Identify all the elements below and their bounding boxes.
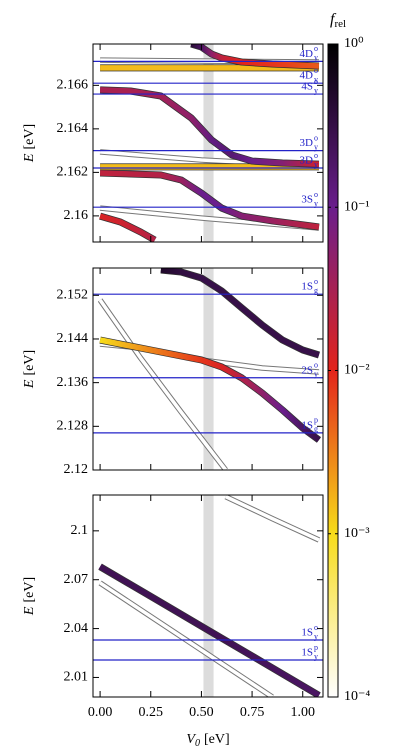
- level-label-sup: o: [314, 44, 318, 53]
- level-label: 4D: [300, 48, 314, 60]
- x-tick-label: 0.00: [88, 705, 113, 720]
- y-tick-label: 2.04: [64, 621, 89, 636]
- colorbar-tick-label: 10⁻¹: [344, 199, 370, 214]
- level-label-sup: o: [314, 277, 318, 286]
- level-label-sub: y: [314, 199, 318, 208]
- x-label-unit: [eV]: [204, 732, 230, 747]
- level-label-sub: y: [314, 53, 318, 62]
- y-tick-label: 2.162: [57, 165, 89, 180]
- level-label-sub: y: [314, 86, 318, 95]
- level-label-sup: o: [314, 77, 318, 86]
- level-label-sup: o: [314, 190, 318, 199]
- x-tick-label: 0.25: [139, 705, 164, 720]
- level-label: 3D: [300, 155, 314, 167]
- x-axis-label: V0 [eV]: [186, 732, 229, 749]
- level-label-sub: y: [314, 75, 318, 84]
- y-label-unit: [eV]: [22, 124, 37, 150]
- level-label-sup: o: [314, 361, 318, 370]
- level-label-sub: y: [314, 632, 318, 641]
- x-tick-label: 1.00: [290, 705, 315, 720]
- x-tick-label: 0.75: [240, 705, 265, 720]
- y-tick-label: 2.128: [57, 419, 89, 434]
- y-axis-label: E [eV]: [22, 350, 37, 389]
- y-tick-label: 2.07: [64, 572, 89, 587]
- x-tick-label: 0.50: [189, 705, 214, 720]
- y-label-unit: [eV]: [22, 577, 37, 603]
- curve: [99, 87, 320, 167]
- y-axis-label: E [eV]: [22, 577, 37, 616]
- shaded-band: [203, 44, 214, 242]
- level-label-sup: p: [314, 643, 318, 652]
- y-tick-label: 2.144: [57, 331, 89, 346]
- frame: [92, 494, 324, 698]
- curve: [100, 170, 320, 230]
- y-label-var: E: [22, 379, 37, 389]
- x-label-sub: 0: [195, 738, 200, 749]
- plot-area: [98, 495, 321, 697]
- colorbar-label-sub: rel: [334, 18, 346, 30]
- level-label: 1S: [301, 627, 313, 639]
- frame: [92, 267, 324, 471]
- plot-area: [97, 268, 322, 470]
- y-label-unit: [eV]: [22, 350, 37, 376]
- level-label-sub: g: [314, 425, 318, 434]
- colorbar-tick-label: 10⁻³: [344, 526, 370, 541]
- level-label: 3S: [301, 194, 313, 206]
- level-label: 2S: [301, 364, 313, 376]
- level-label-sub: y: [314, 142, 318, 151]
- level-label-sup: o: [314, 66, 318, 75]
- y-tick-label: 2.01: [64, 670, 89, 685]
- level-label-sup: o: [314, 151, 318, 160]
- shaded-band: [203, 495, 214, 697]
- curve: [98, 564, 321, 697]
- y-tick-label: 2.12: [64, 462, 89, 477]
- y-tick-label: 2.166: [57, 78, 89, 93]
- y-tick-label: 2.152: [57, 288, 89, 303]
- y-label-var: E: [22, 153, 37, 163]
- level-label: 4D: [300, 70, 314, 82]
- y-tick-label: 2.1: [71, 523, 89, 538]
- frame: [92, 43, 324, 243]
- level-label: 1S: [301, 281, 313, 293]
- level-label-sup: p: [314, 416, 318, 425]
- colorbar-tick-label: 10⁻⁴: [344, 689, 370, 704]
- curve: [99, 213, 157, 242]
- curve-outline: [160, 268, 320, 359]
- x-label-var: V: [186, 732, 196, 747]
- shaded-band: [203, 268, 214, 470]
- level-label-sup: o: [314, 133, 318, 142]
- level-label-sub: g: [314, 286, 318, 295]
- level-label-sub: y: [314, 652, 318, 661]
- y-tick-label: 2.136: [57, 375, 89, 390]
- level-label: 1S: [301, 647, 313, 659]
- y-label-var: E: [22, 606, 37, 616]
- level-label: 3D: [300, 137, 314, 149]
- tube-fill: [98, 298, 228, 470]
- level-label-sub: y: [314, 370, 318, 379]
- curve: [160, 268, 320, 358]
- y-tick-label: 2.164: [57, 121, 89, 136]
- tube-fill: [224, 495, 320, 542]
- colorbar-label: frel: [330, 11, 346, 30]
- level-label: 4S: [301, 81, 313, 93]
- level-label-sub: y: [314, 160, 318, 169]
- y-axis-label: E [eV]: [22, 124, 37, 163]
- colorbar-tick-label: 10⁻²: [344, 363, 370, 378]
- level-label: 1S: [301, 419, 313, 431]
- plot-area: [99, 44, 320, 242]
- y-tick-label: 2.16: [64, 208, 89, 223]
- level-label-sup: o: [314, 623, 318, 632]
- colorbar-tick-label: 10⁰: [344, 36, 364, 51]
- colorbar-label-var: f: [330, 11, 337, 28]
